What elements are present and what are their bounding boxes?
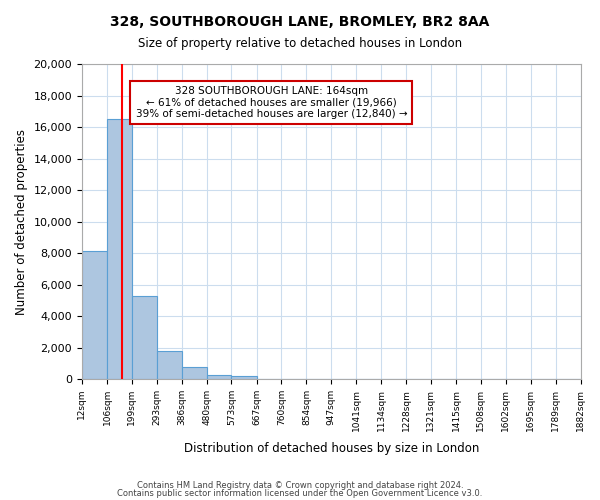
Text: Contains HM Land Registry data © Crown copyright and database right 2024.: Contains HM Land Registry data © Crown c… [137, 481, 463, 490]
Text: Size of property relative to detached houses in London: Size of property relative to detached ho… [138, 38, 462, 51]
Bar [232, 376, 257, 379]
Text: Contains public sector information licensed under the Open Government Licence v3: Contains public sector information licen… [118, 488, 482, 498]
Text: 328 SOUTHBOROUGH LANE: 164sqm
← 61% of detached houses are smaller (19,966)
39% : 328 SOUTHBOROUGH LANE: 164sqm ← 61% of d… [136, 86, 407, 120]
Text: 328, SOUTHBOROUGH LANE, BROMLEY, BR2 8AA: 328, SOUTHBOROUGH LANE, BROMLEY, BR2 8AA [110, 15, 490, 29]
Bar [157, 352, 182, 379]
Bar [182, 367, 206, 379]
Bar [107, 119, 132, 379]
Bar [132, 296, 157, 379]
Bar [82, 252, 107, 379]
Y-axis label: Number of detached properties: Number of detached properties [15, 128, 28, 314]
Bar [206, 375, 232, 379]
X-axis label: Distribution of detached houses by size in London: Distribution of detached houses by size … [184, 442, 479, 455]
